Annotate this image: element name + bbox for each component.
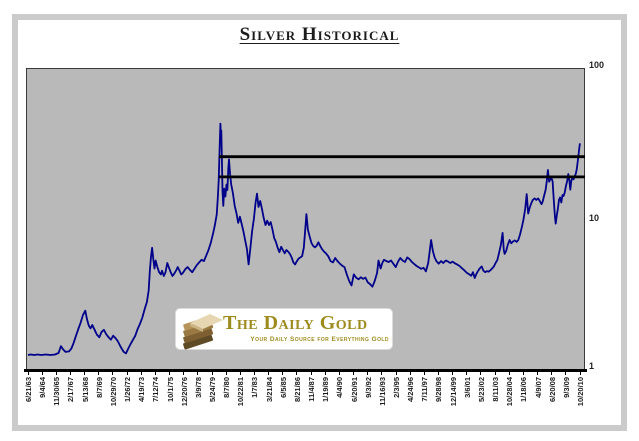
logo-text: The Daily Gold Your Daily Source for Eve… bbox=[223, 311, 389, 343]
x-axis-tick bbox=[268, 371, 270, 375]
x-axis-line bbox=[24, 369, 587, 372]
x-axis-label: 6/5/85 bbox=[278, 377, 288, 398]
x-axis-tick bbox=[69, 371, 71, 375]
x-axis-tick bbox=[437, 371, 439, 375]
x-axis-label: 6/21/63 bbox=[24, 377, 33, 403]
x-axis-label: 1/18/06 bbox=[519, 377, 529, 403]
x-axis-tick bbox=[480, 371, 482, 375]
x-axis-tick bbox=[353, 371, 355, 375]
x-axis-label: 10/29/70 bbox=[108, 377, 118, 407]
x-axis-label: 9/28/98 bbox=[434, 377, 444, 403]
x-axis-tick bbox=[41, 371, 43, 375]
x-axis-label: 2/17/67 bbox=[66, 377, 76, 403]
x-axis-tick bbox=[409, 371, 411, 375]
x-axis-tick bbox=[508, 371, 510, 375]
x-axis-tick bbox=[466, 371, 468, 375]
x-axis-label: 1/7/83 bbox=[250, 377, 260, 398]
x-axis-label: 2/3/95 bbox=[392, 377, 401, 398]
x-axis-tick bbox=[565, 371, 567, 375]
x-axis-tick bbox=[98, 371, 100, 375]
x-axis-tick bbox=[324, 371, 326, 375]
x-axis-label: 4/9/07 bbox=[533, 377, 543, 398]
x-axis-label: 8/7/80 bbox=[222, 377, 232, 398]
page-title: Silver Historical bbox=[239, 24, 400, 45]
x-axis-tick bbox=[126, 371, 128, 375]
x-axis-tick bbox=[537, 371, 539, 375]
x-axis-tick bbox=[225, 371, 227, 375]
x-axis-label: 7/12/74 bbox=[151, 377, 161, 403]
x-axis-label: 10/22/81 bbox=[236, 377, 246, 407]
x-axis-tick bbox=[579, 371, 581, 375]
x-axis-tick bbox=[197, 371, 199, 375]
x-axis-tick bbox=[452, 371, 454, 375]
x-axis-tick bbox=[239, 371, 241, 375]
x-axis-label: 11/16/93 bbox=[377, 377, 387, 406]
x-axis-label: 10/28/04 bbox=[505, 377, 515, 407]
logo-tagline: Your Daily Source for Everything Gold bbox=[250, 336, 389, 343]
gold-bars-icon bbox=[183, 314, 223, 350]
x-axis-label: 7/11/97 bbox=[420, 377, 430, 402]
y-axis-label-10: 10 bbox=[589, 213, 600, 223]
x-axis-label: 11/4/87 bbox=[307, 377, 317, 402]
x-axis-tick bbox=[282, 371, 284, 375]
x-axis-tick bbox=[310, 371, 312, 375]
silver-price-line bbox=[27, 122, 581, 356]
x-axis-tick bbox=[140, 371, 142, 375]
x-axis-label: 10/1/75 bbox=[165, 377, 175, 403]
x-axis-tick bbox=[55, 371, 57, 375]
x-axis-label: 5/13/68 bbox=[80, 377, 90, 403]
x-axis-label: 1/19/89 bbox=[321, 377, 331, 403]
x-axis-tick bbox=[494, 371, 496, 375]
y-axis-label-100: 100 bbox=[589, 60, 605, 70]
logo-name: The Daily Gold bbox=[223, 312, 368, 334]
x-axis-tick bbox=[296, 371, 298, 375]
x-axis-label: 3/21/84 bbox=[264, 377, 274, 403]
x-axis-label: 8/11/03 bbox=[491, 377, 501, 402]
price-chart-svg bbox=[27, 122, 585, 356]
x-axis-tick bbox=[367, 371, 369, 375]
x-axis-label: 9/4/64 bbox=[38, 377, 48, 398]
x-axis-tick bbox=[551, 371, 553, 375]
x-axis-tick bbox=[84, 371, 86, 375]
x-axis-label: 3/6/01 bbox=[462, 377, 472, 398]
x-axis-label: 4/19/73 bbox=[137, 377, 147, 403]
x-axis-tick bbox=[112, 371, 114, 375]
x-axis-label: 8/21/86 bbox=[292, 377, 302, 403]
x-axis-tick bbox=[211, 371, 213, 375]
x-axis-tick bbox=[154, 371, 156, 375]
x-axis-label: 1/26/72 bbox=[123, 377, 133, 403]
x-axis-tick bbox=[253, 371, 255, 375]
x-axis-label: 12/14/99 bbox=[448, 377, 458, 407]
x-axis-label: 5/23/02 bbox=[476, 377, 486, 403]
x-axis-tick bbox=[169, 371, 171, 375]
x-axis-tick bbox=[338, 371, 340, 375]
x-axis-labels: 6/21/63 9/4/64 11/30/65 2/17/67 5/13/68 8/7/6… bbox=[24, 371, 585, 425]
x-axis-tick bbox=[522, 371, 524, 375]
x-axis-label: 6/20/08 bbox=[547, 377, 557, 403]
x-axis-label: 9/3/09 bbox=[561, 377, 571, 398]
x-axis-label: 5/24/79 bbox=[208, 377, 217, 403]
x-axis-label: 4/4/90 bbox=[335, 377, 345, 398]
x-axis-tick bbox=[27, 371, 29, 375]
x-axis-label: 12/20/76 bbox=[179, 377, 189, 407]
x-axis-label: 4/24/96 bbox=[406, 377, 416, 403]
x-axis-label: 11/30/65 bbox=[52, 377, 62, 406]
y-axis-label-1: 1 bbox=[589, 361, 595, 371]
x-axis-label: 8/7/69 bbox=[94, 377, 104, 398]
daily-gold-logo: The Daily Gold Your Daily Source for Eve… bbox=[175, 308, 393, 350]
x-axis-label: 9/3/92 bbox=[363, 377, 373, 398]
x-axis-tick bbox=[395, 371, 397, 375]
x-axis-tick bbox=[381, 371, 383, 375]
x-axis-label: 6/20/91 bbox=[349, 377, 359, 403]
x-axis-label: 3/9/78 bbox=[193, 377, 203, 398]
x-axis-label: 10/20/10 bbox=[576, 377, 585, 407]
x-axis-tick bbox=[183, 371, 185, 375]
x-axis-tick bbox=[423, 371, 425, 375]
